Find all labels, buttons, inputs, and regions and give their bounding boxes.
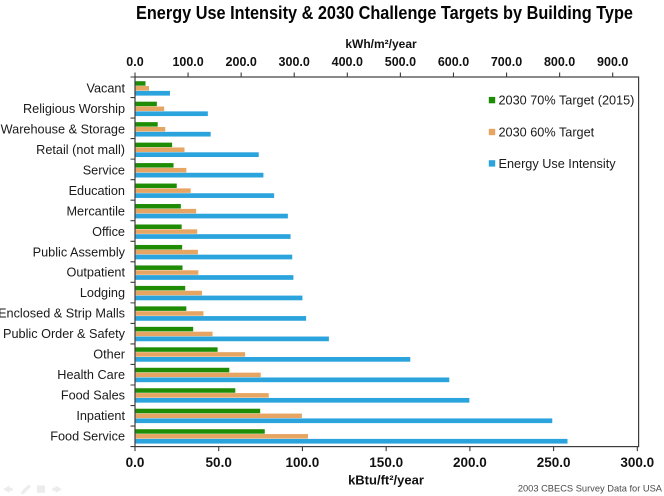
svg-text:600.0: 600.0 bbox=[438, 55, 469, 69]
svg-text:250.0: 250.0 bbox=[537, 455, 571, 470]
svg-text:Religious Worship: Religious Worship bbox=[23, 102, 125, 116]
svg-text:Mercantile: Mercantile bbox=[66, 204, 125, 218]
svg-text:Enclosed & Strip Malls: Enclosed & Strip Malls bbox=[0, 307, 125, 321]
svg-text:0.0: 0.0 bbox=[126, 55, 143, 69]
svg-text:Service: Service bbox=[83, 163, 125, 177]
svg-text:Retail (not mall): Retail (not mall) bbox=[36, 143, 125, 157]
svg-text:Public Order & Safety: Public Order & Safety bbox=[3, 327, 126, 341]
svg-text:Food Service: Food Service bbox=[50, 430, 125, 444]
svg-text:Outpatient: Outpatient bbox=[66, 266, 125, 280]
svg-text:200.0: 200.0 bbox=[226, 55, 257, 69]
svg-text:2030 70% Target (2015): 2030 70% Target (2015) bbox=[499, 94, 635, 108]
svg-text:Education: Education bbox=[69, 184, 125, 198]
svg-text:kWh/m²/year: kWh/m²/year bbox=[345, 37, 417, 51]
svg-text:Public Assembly: Public Assembly bbox=[33, 245, 126, 259]
svg-text:50.0: 50.0 bbox=[206, 455, 232, 470]
svg-text:900.0: 900.0 bbox=[597, 55, 628, 69]
svg-text:Lodging: Lodging bbox=[80, 286, 125, 300]
svg-text:2003 CBECS Survey Data for USA: 2003 CBECS Survey Data for USA bbox=[518, 484, 663, 494]
svg-text:100.0: 100.0 bbox=[286, 455, 320, 470]
svg-text:Energy Use Intensity: Energy Use Intensity bbox=[499, 157, 617, 171]
svg-text:500.0: 500.0 bbox=[385, 55, 416, 69]
svg-text:700.0: 700.0 bbox=[491, 55, 522, 69]
svg-text:kBtu/ft²/year: kBtu/ft²/year bbox=[348, 473, 424, 488]
svg-text:100.0: 100.0 bbox=[172, 55, 203, 69]
svg-text:Energy Use Intensity & 2030 Ch: Energy Use Intensity & 2030 Challenge Ta… bbox=[136, 2, 633, 23]
svg-text:800.0: 800.0 bbox=[544, 55, 575, 69]
svg-text:0.0: 0.0 bbox=[126, 455, 145, 470]
svg-text:Office: Office bbox=[92, 225, 125, 239]
svg-text:300.0: 300.0 bbox=[620, 455, 654, 470]
svg-text:400.0: 400.0 bbox=[332, 55, 363, 69]
svg-text:Health Care: Health Care bbox=[57, 368, 125, 382]
svg-text:300.0: 300.0 bbox=[279, 55, 310, 69]
svg-text:Other: Other bbox=[93, 348, 126, 362]
svg-text:Inpatient: Inpatient bbox=[76, 409, 125, 423]
svg-text:Vacant: Vacant bbox=[86, 82, 125, 96]
svg-text:Warehouse & Storage: Warehouse & Storage bbox=[1, 122, 125, 136]
svg-text:2030 60% Target: 2030 60% Target bbox=[499, 126, 595, 140]
svg-text:200.0: 200.0 bbox=[453, 455, 487, 470]
svg-text:Food Sales: Food Sales bbox=[61, 389, 125, 403]
svg-text:150.0: 150.0 bbox=[369, 455, 403, 470]
